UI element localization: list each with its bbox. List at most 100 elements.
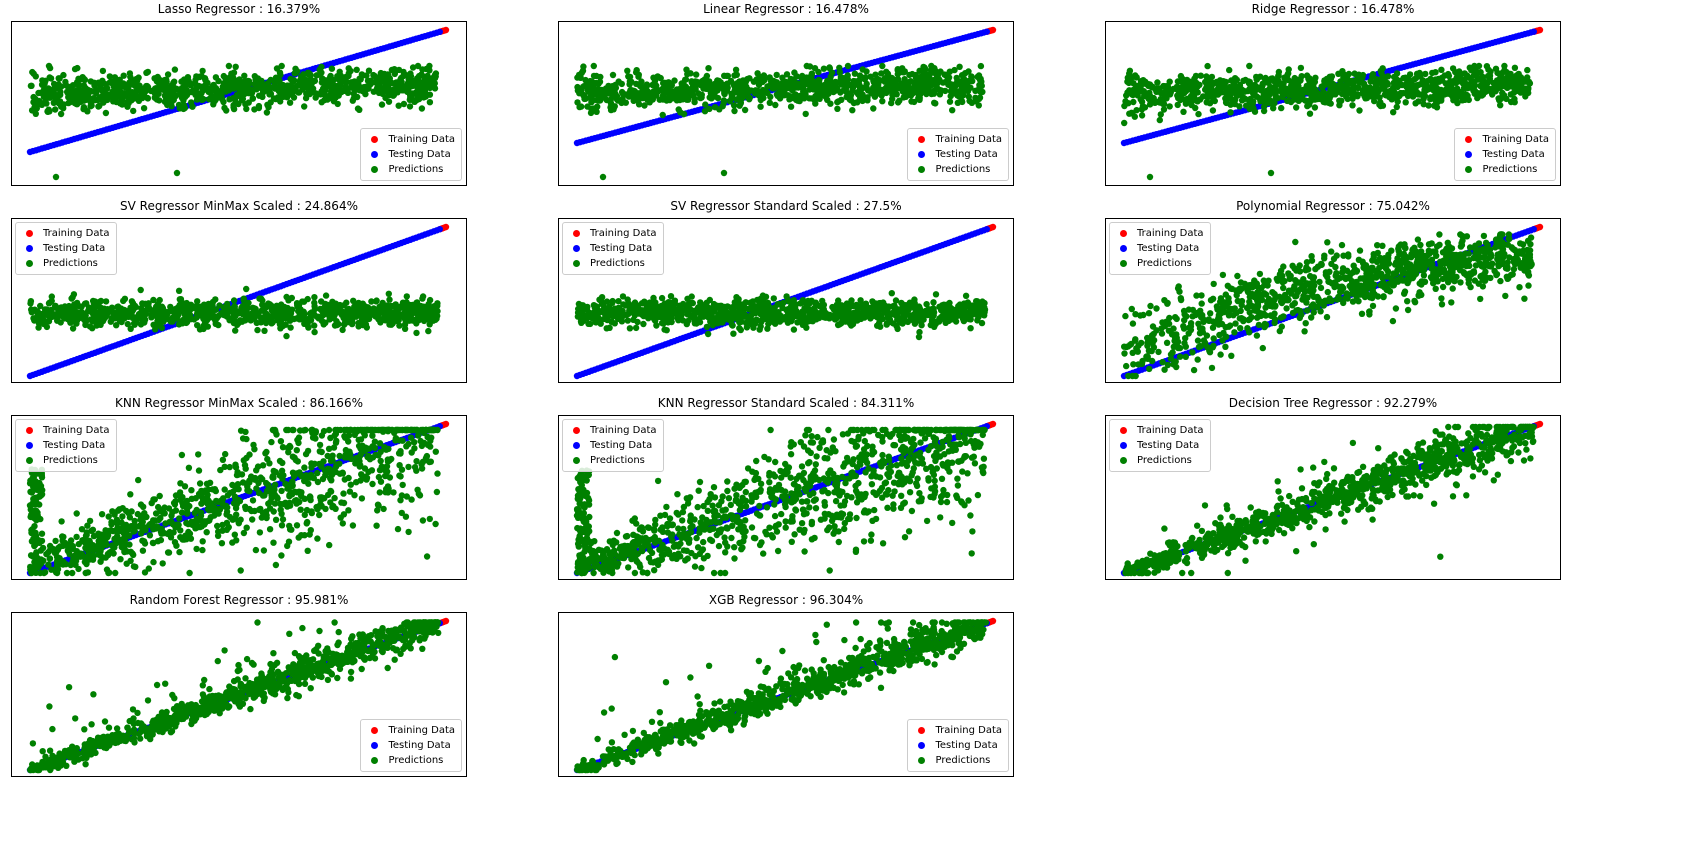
prediction-point [631,88,638,95]
prediction-point [139,300,146,307]
prediction-point [341,74,349,81]
prediction-point [1304,102,1311,110]
prediction-point [318,63,325,71]
prediction-point [1304,97,1311,105]
prediction-point [377,319,384,326]
prediction-point [426,62,433,70]
prediction-point [1306,110,1314,117]
prediction-point [1246,62,1253,70]
prediction-point [262,312,269,319]
prediction-point [202,77,209,84]
prediction-point [1121,119,1128,127]
prediction-point [820,65,828,72]
prediction-point [388,87,395,95]
subplot-3: Ridge Regressor : 16.478% Training Data Te… [1105,2,1561,186]
prediction-point [901,76,908,83]
prediction-point [700,80,707,88]
prediction-point [106,73,114,80]
prediction-point [327,91,334,99]
scatter-plot [1120,26,1544,181]
legend-marker-icon [26,245,33,252]
prediction-point [1233,76,1241,84]
prediction-point [266,91,273,98]
prediction-point [951,84,958,92]
prediction-point [353,66,360,73]
prediction-point [88,308,95,315]
prediction-point [118,89,125,96]
prediction-point [1265,79,1272,87]
prediction-point [1197,72,1204,79]
prediction-point [1188,80,1196,88]
prediction-point [1406,71,1414,78]
prediction-point [609,92,616,100]
prediction-point [43,323,51,331]
prediction-point [184,74,192,81]
prediction-point [1320,82,1328,89]
prediction-point [1360,90,1367,98]
prediction-point [249,95,256,102]
prediction-point [690,86,697,94]
scatter-plot [573,223,997,380]
prediction-point [802,80,809,88]
prediction-point [841,76,849,84]
testing-data-series [26,226,443,380]
prediction-point [920,84,927,91]
prediction-point [1137,96,1144,103]
prediction-point [1226,66,1233,74]
prediction-point [1501,62,1508,70]
prediction-point [139,307,147,315]
prediction-point [1398,81,1406,89]
prediction-point [181,104,189,112]
prediction-point [641,102,648,109]
prediction-point [347,84,355,91]
prediction-point [1406,85,1413,92]
prediction-point [75,302,82,310]
prediction-point [81,105,88,113]
prediction-point [127,325,134,332]
prediction-point [79,93,86,100]
prediction-point [385,307,392,314]
prediction-point [706,105,713,113]
prediction-point [156,304,163,311]
prediction-point [582,95,589,102]
prediction-point [345,308,352,315]
prediction-point [849,107,856,114]
prediction-point [1146,173,1154,181]
prediction-point [425,327,432,335]
prediction-point [590,62,597,70]
prediction-point [793,96,800,104]
prediction-point [242,317,249,324]
prediction-point [705,65,712,72]
prediction-point [334,73,341,80]
prediction-point [52,302,59,310]
prediction-point [1377,76,1385,83]
prediction-point [357,312,364,320]
prediction-point [311,303,318,310]
prediction-point [299,316,306,323]
prediction-point [779,83,786,90]
prediction-point [1503,68,1510,76]
prediction-point [737,100,744,107]
prediction-point [311,322,318,329]
prediction-point [287,324,294,331]
prediction-point [124,320,131,328]
prediction-point [129,300,137,307]
prediction-point [825,78,832,85]
prediction-point [274,94,282,101]
legend: Training Data Testing Data Predictions [907,128,1009,181]
legend-marker-icon [918,166,926,173]
prediction-point [1192,104,1199,112]
prediction-point [1356,107,1363,114]
prediction-point [1245,86,1253,94]
prediction-point [295,89,302,96]
prediction-point [1209,107,1217,114]
legend-marker-icon [371,151,379,158]
prediction-point [574,83,581,91]
prediction-point [921,76,928,84]
prediction-point [311,294,318,301]
prediction-point [153,89,160,96]
prediction-point [338,88,345,96]
prediction-point [212,313,219,320]
prediction-point [584,103,591,110]
prediction-point [945,79,952,86]
